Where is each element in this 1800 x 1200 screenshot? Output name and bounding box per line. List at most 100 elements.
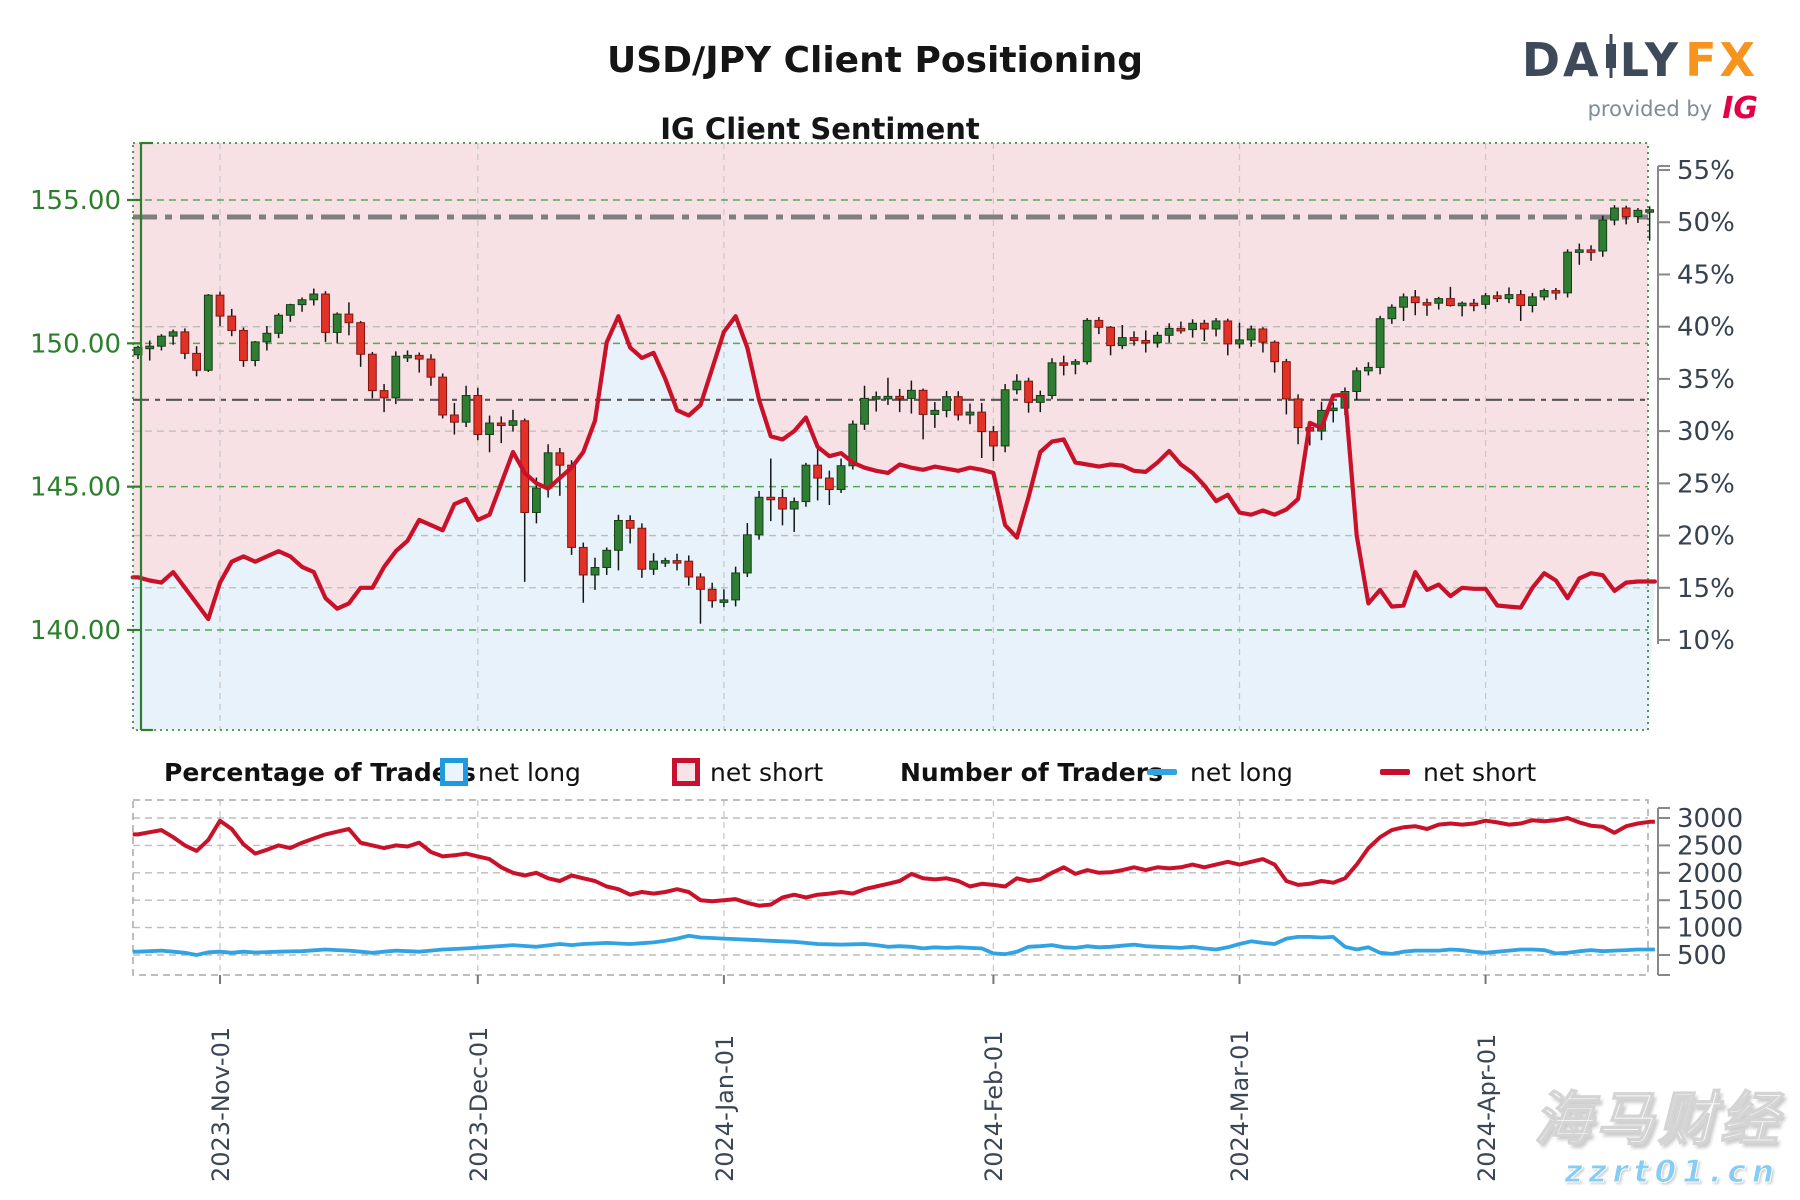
pct-tick-label: 25% [1677,469,1735,499]
candle-down [1024,380,1033,403]
candle-up [1246,328,1256,341]
candle-down [977,411,987,433]
candle-down [1422,302,1432,306]
candle-down [180,331,190,354]
x-tick-label: 2023-Nov-01 [207,1026,236,1182]
candle-up [309,293,319,301]
candle-up [1035,395,1045,403]
price-axis: 155.00 150.00 145.00 140.00 [30,141,153,732]
candle-down [215,294,225,317]
candle-down [1270,341,1280,363]
candle-up [532,487,541,513]
candle-up [1047,362,1057,397]
candle-up [1563,251,1572,294]
candle-down [625,519,635,529]
candle-up [157,335,166,347]
candle-up [1645,209,1655,213]
x-tick-label: 2024-Mar-01 [1226,1029,1255,1182]
dailyfx-logo: DA LY FX provided by IG [1522,34,1758,126]
candle-up [1164,327,1174,336]
candle-down [766,496,776,501]
candle-down [989,431,998,447]
candle-down [367,353,377,392]
candle-down [344,313,354,324]
pct-tick-label: 40% [1677,313,1735,343]
page-title: USD/JPY Client Positioning [607,40,1143,81]
candle-up [965,411,975,416]
logo-tagline: provided by [1587,96,1713,121]
pct-tick-label: 45% [1677,260,1735,290]
candle-up [1153,334,1162,344]
candle-down [1258,328,1268,343]
candle-down [672,560,682,564]
candle-up [614,519,623,551]
candle-down [953,396,963,416]
x-tick-label: 2024-Feb-01 [980,1030,1009,1182]
candle-up [391,355,401,399]
net-long-line-icon [1147,769,1177,775]
pct-tick-label: 15% [1677,574,1735,604]
candle-down [1586,249,1596,253]
candle-down [473,395,483,435]
candle-down [356,322,366,355]
candle-down [918,389,928,415]
candle-down [1176,327,1186,332]
candle-up [906,389,916,399]
candle-up [1375,318,1385,368]
candle-up [1633,209,1643,218]
candle-up [731,572,741,601]
candle-down [637,527,647,570]
candle-up [1504,294,1514,300]
pct-tick-label: 20% [1677,522,1735,552]
candle-down [321,293,330,333]
main-chart: 155.00 150.00 145.00 140.00 55% 50% 45% 40% 35% 3… [30,141,1735,732]
candle-up [1000,389,1010,447]
candle-up [871,396,881,400]
pct-tick-label: 30% [1677,417,1735,447]
candlestick-icon [1605,34,1617,85]
candle-down [414,354,424,360]
x-tick-label: 2024-Apr-01 [1472,1033,1501,1182]
candle-down [555,452,565,466]
watermark-brand: 海马财经 [1533,1084,1782,1154]
candle-down [1410,296,1420,304]
legend: Percentage of Traders net long net short… [0,752,1800,798]
candle-up [742,534,752,574]
net-short-pct-line [130,314,1658,622]
candle-up [1363,366,1373,372]
candle-down [1551,290,1561,294]
logo-text-fx: FX [1685,32,1758,87]
candle-up [1399,296,1408,308]
traders-plot-border [132,799,1649,976]
candle-down [578,546,588,576]
candle-up [1481,295,1490,305]
candle-up [203,294,213,371]
count-tick-label: 2000 [1677,859,1743,889]
count-tick-label: 1500 [1677,886,1743,916]
net-short-line-icon [1380,769,1410,775]
candle-down [239,329,248,362]
candles-layer [133,205,1655,624]
candle-up [660,560,670,564]
candle-up [1012,380,1022,391]
count-tick-label: 500 [1677,941,1727,971]
price-tick-label: 155.00 [30,186,121,216]
candle-up [836,465,846,491]
percent-axis: 55% 50% 45% 40% 35% 30% 25% 20% 15% 10% [1657,156,1735,656]
candle-up [930,409,940,415]
candle-down [496,422,506,427]
candle-down [1281,361,1291,400]
candle-up [602,549,612,569]
ig-logo: IG [1722,91,1758,126]
candle-up [1387,306,1397,320]
candle-down [227,315,237,331]
candle-up [801,464,811,503]
candle-up [860,397,869,425]
candle-down [426,358,436,378]
count-tick-label: 2500 [1677,831,1743,861]
candle-up [262,332,272,343]
candle-up [1434,298,1444,304]
candle-up [274,314,284,334]
